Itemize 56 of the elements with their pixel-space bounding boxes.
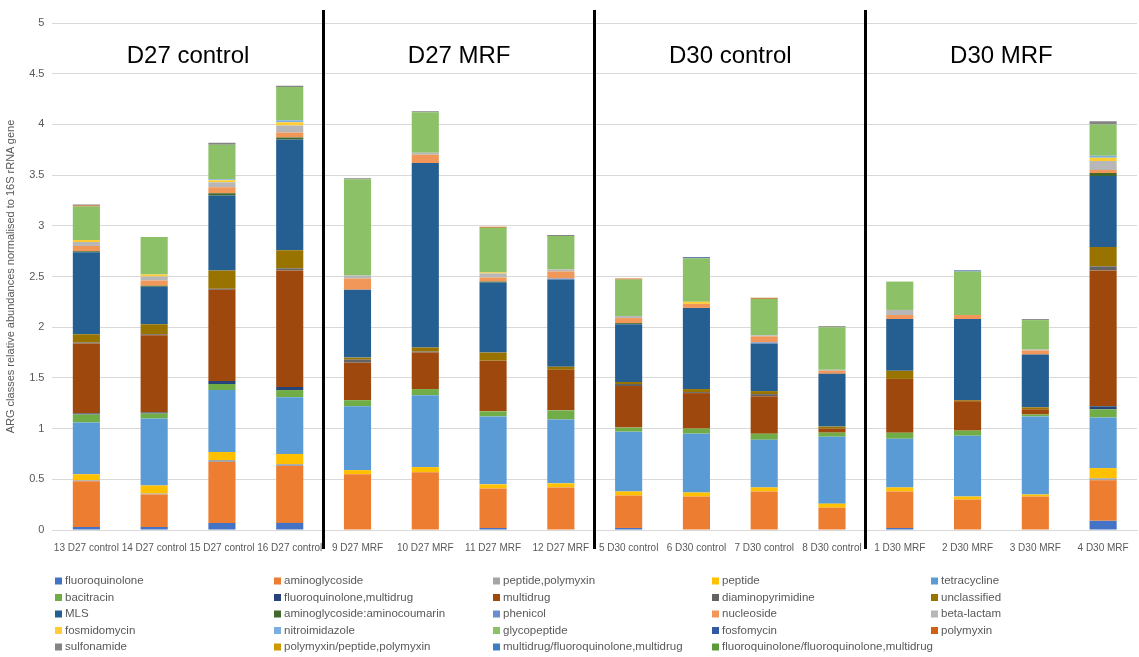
legend-label: nucleoside <box>722 607 777 620</box>
legend-label: beta-lactam <box>941 607 1002 620</box>
y-tick-label: 2.5 <box>29 269 45 282</box>
legend-label: fosmidomycin <box>65 623 136 636</box>
x-tick-label: 13 D27 control <box>53 541 119 553</box>
legend-label: aminoglycoside:aminocoumarin <box>284 607 446 620</box>
y-tick-label: 1 <box>38 421 45 434</box>
legend-label: nitroimidazole <box>284 623 355 636</box>
legend-label: polymyxin/peptide,polymyxin <box>284 640 431 653</box>
annotation: D30 MRF <box>950 40 1053 68</box>
annotation: D30 control <box>668 40 792 68</box>
x-tick-label: 7 D30 control <box>734 541 794 553</box>
legend-label: multidrug/fluoroquinolone,multidrug <box>503 640 683 653</box>
y-tick-label: 4 <box>38 117 45 130</box>
x-tick-label: 16 D27 control <box>257 541 323 553</box>
x-tick-label: 11 D27 MRF <box>465 541 522 553</box>
x-tick-label: 8 D30 control <box>802 541 862 553</box>
legend-label: aminoglycoside <box>284 574 364 587</box>
y-tick-label: 4.5 <box>29 66 45 79</box>
annotation: D27 MRF <box>407 40 511 68</box>
legend-label: tetracycline <box>941 574 1000 587</box>
x-tick-label: 14 D27 control <box>121 541 187 553</box>
legend-label: multidrug <box>503 590 551 603</box>
legend-label: fluoroquinolone,multidrug <box>284 590 414 603</box>
y-tick-label: 0.5 <box>29 472 45 485</box>
y-axis-title: ARG classes relative abundances normalised to 16S rRNA gene <box>3 119 16 434</box>
y-tick-label: 1.5 <box>29 370 45 383</box>
legend-label: unclassified <box>941 590 1002 603</box>
legend-label: fosfomycin <box>722 623 777 636</box>
legend-label: phenicol <box>503 607 546 620</box>
legend-label: peptide,polymyxin <box>503 574 596 587</box>
annotation: D27 control <box>126 40 250 68</box>
legend-label: sulfonamide <box>65 640 128 653</box>
y-tick-label: 2 <box>38 320 45 333</box>
x-tick-label: 5 D30 control <box>598 541 659 553</box>
x-tick-label: 2 D30 MRF <box>941 541 994 553</box>
x-tick-label: 4 D30 MRF <box>1077 541 1129 553</box>
x-tick-label: 6 D30 control <box>666 541 727 553</box>
legend-label: peptide <box>722 574 760 587</box>
legend-label: fluoroquinolone <box>65 574 144 587</box>
legend-label: fluoroquinolone/fluoroquinolone,multidrug <box>722 640 933 653</box>
y-tick-label: 0 <box>38 523 45 536</box>
x-tick-label: 15 D27 control <box>189 541 255 553</box>
x-tick-label: 3 D30 MRF <box>1009 541 1061 553</box>
legend-label: diaminopyrimidine <box>722 590 815 603</box>
y-tick-label: 5 <box>38 16 45 29</box>
x-tick-label: 12 D27 MRF <box>532 541 590 553</box>
legend-label: MLS <box>65 607 89 620</box>
x-tick-label: 1 D30 MRF <box>874 541 926 553</box>
x-tick-label: 10 D27 MRF <box>396 541 454 553</box>
legend-label: glycopeptide <box>503 623 568 636</box>
y-tick-label: 3 <box>38 218 45 231</box>
y-tick-label: 3.5 <box>29 168 45 181</box>
legend-label: bacitracin <box>65 590 115 603</box>
x-tick-label: 9 D27 MRF <box>331 541 384 553</box>
legend-label: polymyxin <box>941 623 993 636</box>
